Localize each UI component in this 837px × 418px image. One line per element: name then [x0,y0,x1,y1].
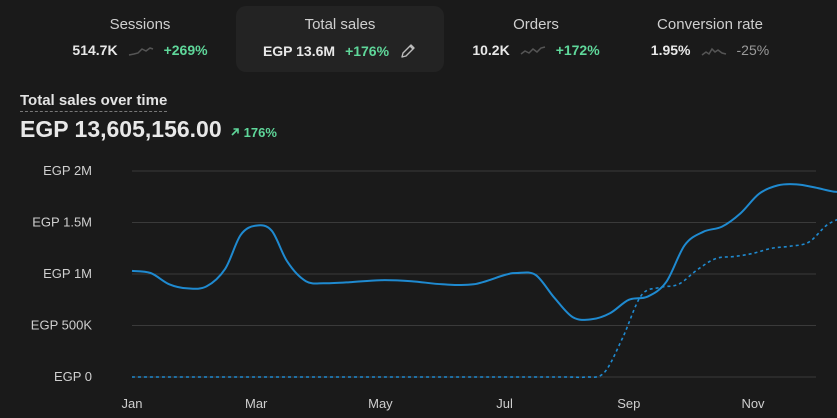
metric-value: 1.95% [650,42,691,58]
metric-label: Total sales [304,16,376,33]
sales-line-chart: EGP 0 EGP 500K EGP 1M EGP 1.5M EGP 2M Jan Mar… [31,163,837,411]
metric-total-sales[interactable]: Total sales EGP 13.6M +176% [236,6,444,72]
y-tick-label: EGP 1.5M [32,215,92,230]
sparkline-icon [128,47,153,56]
metric-change: +269% [163,42,208,58]
y-tick-label: EGP 1M [43,266,92,281]
metric-label: Sessions [109,16,171,33]
arrow-up-right-icon [231,128,239,136]
y-tick-label: EGP 0 [54,369,92,384]
x-tick-label: May [368,396,393,411]
total-change-badge: 176% [230,125,277,140]
metric-conversion-rate[interactable]: Conversion rate 1.95% -25% [612,6,808,72]
x-axis-labels: Jan Mar May Jul Sep Nov [122,396,766,411]
metrics-bar: Sessions 514.7K +269% Total sales EGP 13… [0,0,837,76]
metric-value: EGP 13.6M [262,43,336,59]
metric-orders[interactable]: Orders 10.2K +172% [438,6,634,72]
metric-label: Conversion rate [657,16,763,33]
metric-change: -25% [736,42,770,58]
metric-change: +176% [345,43,390,59]
metric-value: 514.7K [72,42,118,58]
y-axis-labels: EGP 0 EGP 500K EGP 1M EGP 1.5M EGP 2M [31,163,93,384]
x-tick-label: Nov [741,396,765,411]
current-series-line[interactable] [131,183,837,321]
gridlines [132,170,816,378]
total-sales-value: EGP 13,605,156.00 [20,116,222,142]
y-tick-label: EGP 500K [31,318,93,333]
comparison-series-line[interactable] [132,216,837,379]
metric-change: +172% [555,42,600,58]
y-tick-label: EGP 2M [43,163,92,178]
x-tick-label: Mar [245,396,268,411]
x-tick-label: Jan [122,396,143,411]
series-lines [131,183,837,379]
metric-label: Orders [513,16,559,33]
chart-header: Total sales over time EGP 13,605,156.00 … [20,92,277,143]
x-tick-label: Sep [617,396,640,411]
total-change-value: 176% [243,124,277,140]
chart-title[interactable]: Total sales over time [20,92,168,112]
pencil-icon[interactable] [399,42,417,60]
metric-value: 10.2K [472,42,510,58]
sparkline-icon [701,47,726,56]
metric-sessions[interactable]: Sessions 514.7K +269% [42,6,238,72]
sparkline-icon [520,46,545,55]
x-tick-label: Jul [496,396,513,411]
